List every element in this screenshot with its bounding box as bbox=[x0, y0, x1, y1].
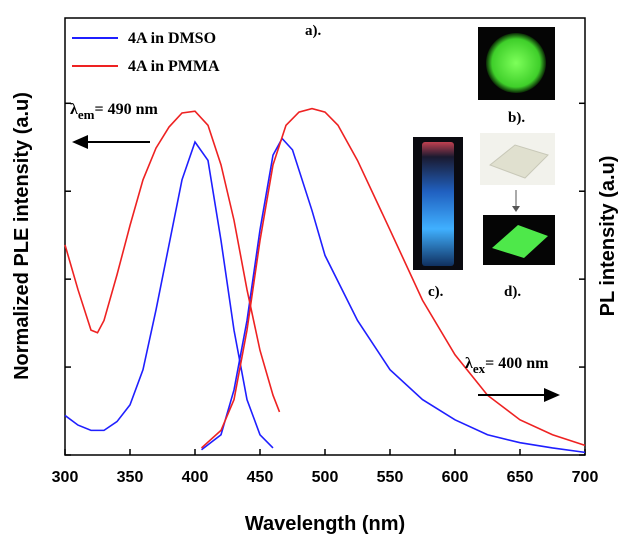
annotation-text: = 490 nm bbox=[94, 101, 158, 118]
x-axis-label: Wavelength (nm) bbox=[245, 513, 405, 535]
x-tick-label: 450 bbox=[247, 469, 274, 486]
x-tick-label: 650 bbox=[507, 469, 534, 486]
ple-line bbox=[65, 142, 273, 448]
annotation: λex= 400 nm bbox=[465, 355, 549, 376]
photo-d bbox=[480, 133, 555, 265]
x-tick-label: 400 bbox=[182, 469, 209, 486]
arrow-left bbox=[72, 135, 150, 149]
annotation-text: = 400 nm bbox=[485, 355, 549, 372]
legend-label: 4A in DMSO bbox=[128, 30, 216, 47]
annotation: c). bbox=[428, 284, 444, 300]
symbol: λ bbox=[465, 355, 473, 372]
ple-line bbox=[65, 111, 280, 412]
x-tick-label: 600 bbox=[442, 469, 469, 486]
annotation: d). bbox=[504, 284, 521, 300]
photo-b bbox=[478, 27, 555, 100]
subscript: ex bbox=[473, 361, 486, 376]
annotation: λem= 490 nm bbox=[70, 101, 158, 122]
x-tick-label: 550 bbox=[377, 469, 404, 486]
photo-c bbox=[413, 137, 463, 270]
y2-axis-label: PL intensity (a.u) bbox=[597, 156, 619, 317]
x-tick-label: 700 bbox=[572, 469, 599, 486]
symbol: λ bbox=[70, 101, 78, 118]
x-tick-label: 350 bbox=[117, 469, 144, 486]
arrow-right bbox=[478, 388, 560, 402]
x-tick-label: 500 bbox=[312, 469, 339, 486]
annotation: a). bbox=[305, 23, 321, 39]
subscript: em bbox=[78, 107, 95, 122]
chart: 300 350 400 450 500 550 600 650 700 4A in DMSO 4A … bbox=[0, 0, 624, 538]
y-axis-label: Normalized PLE intensity (a.u) bbox=[11, 92, 33, 380]
legend-label: 4A in PMMA bbox=[128, 58, 220, 75]
pl-line bbox=[202, 138, 586, 452]
x-tick-label: 300 bbox=[52, 469, 79, 486]
annotation: b). bbox=[508, 110, 525, 126]
